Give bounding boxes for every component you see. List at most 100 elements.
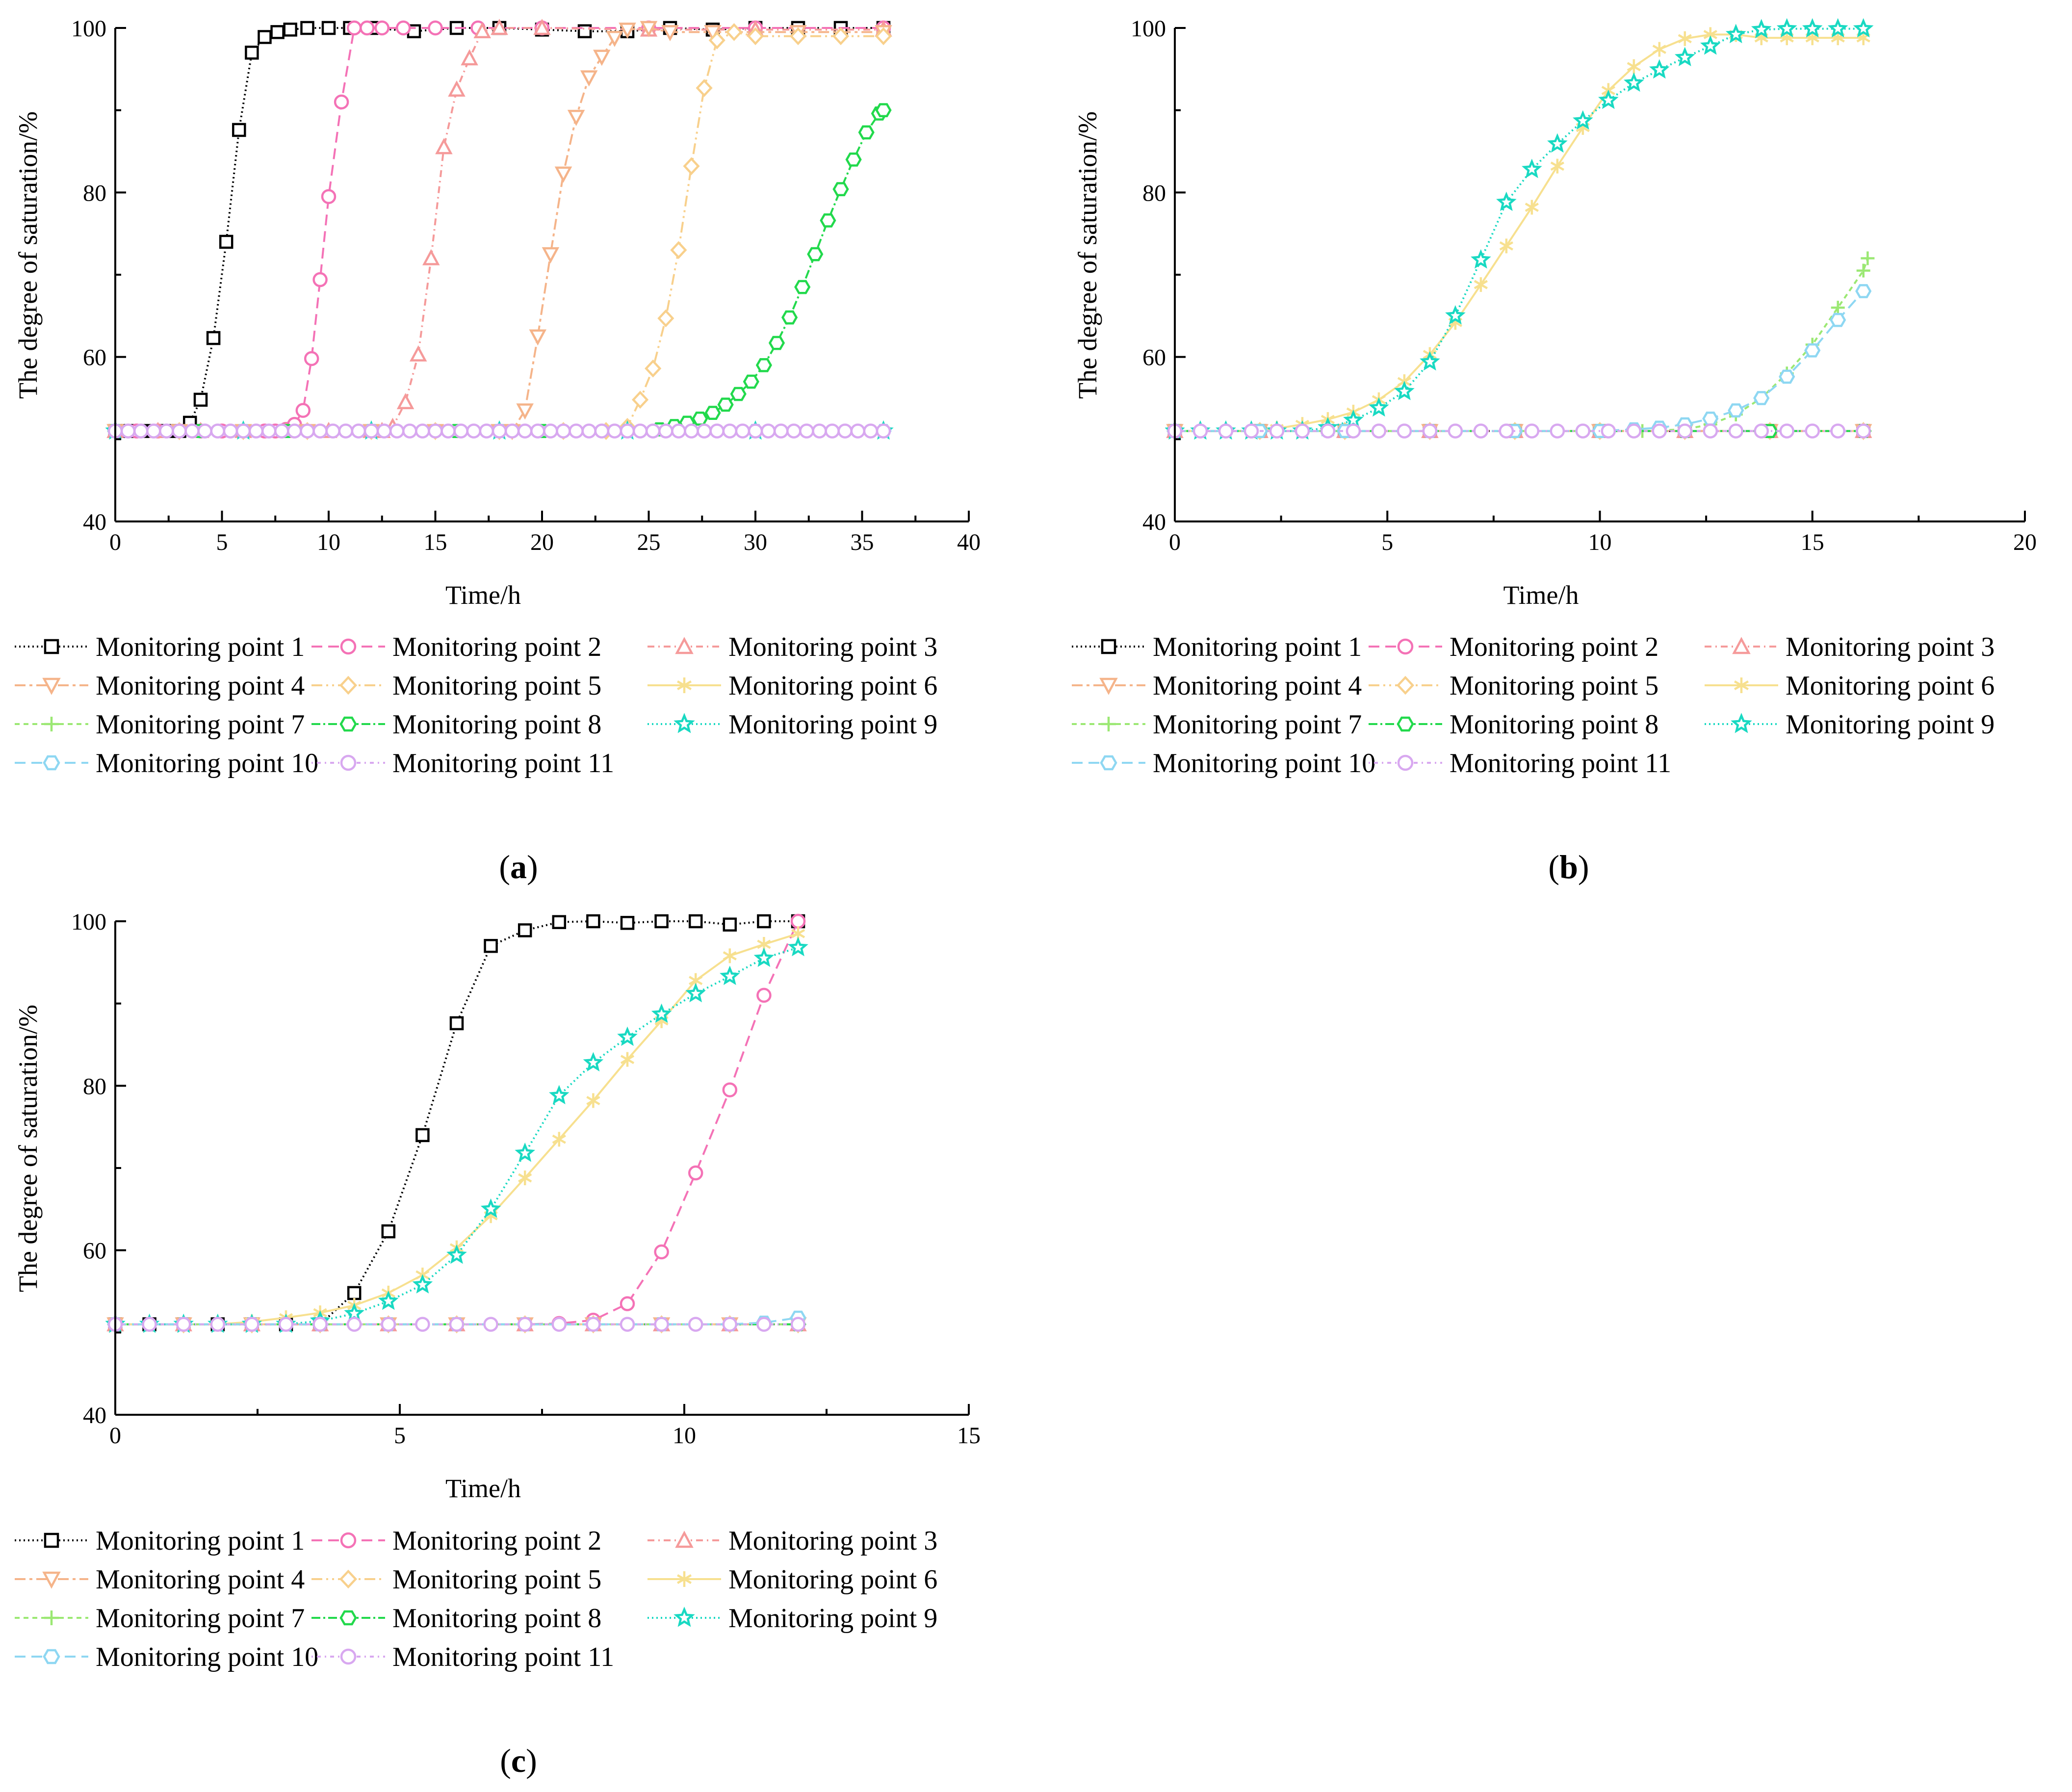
data-point-a-11-29 (466, 423, 482, 439)
legend-label-b-4: Monitoring point 4 (1153, 671, 1362, 701)
legend-swatch-marker-c-3 (675, 1531, 694, 1548)
data-point-a-11-59 (850, 423, 866, 439)
data-point-b-6-19 (1627, 59, 1641, 74)
data-point-a-11-33 (517, 423, 533, 439)
data-point-c-1-17 (654, 914, 669, 929)
x-tick-label-b: 15 (1801, 529, 1824, 555)
data-point-a-4-14 (580, 70, 598, 87)
data-point-b-9-22 (1700, 35, 1721, 55)
series-line-c-9 (115, 946, 799, 1325)
x-tick-label-a: 10 (317, 529, 340, 555)
series-line-a-3 (115, 27, 883, 432)
legend-swatch-marker-b-9 (1731, 713, 1752, 733)
x-tick-label-a: 0 (109, 529, 121, 555)
data-point-b-11-26 (1805, 423, 1820, 439)
legend-label-b-7: Monitoring point 7 (1153, 709, 1362, 740)
data-point-b-11-7 (1320, 423, 1336, 439)
legend-label-a-9: Monitoring point 9 (728, 709, 937, 740)
legend-label-b-1: Monitoring point 1 (1153, 632, 1362, 662)
data-point-a-8-17 (768, 336, 785, 350)
data-point-b-10-10 (1702, 412, 1719, 426)
data-point-a-2-21 (428, 20, 443, 36)
legend-label-b-5: Monitoring point 5 (1450, 671, 1658, 701)
data-point-a-11-17 (312, 423, 328, 439)
data-point-b-9-24 (1751, 19, 1772, 39)
y-tick-label-c: 40 (83, 1402, 106, 1428)
data-point-b-11-17 (1575, 423, 1591, 439)
y-axis-title-b: The degree of saturation/% (1073, 111, 1102, 399)
data-point-c-9-11 (446, 1244, 467, 1264)
data-point-b-10-15 (1830, 312, 1846, 327)
legend-label-c-10: Monitoring point 10 (96, 1642, 318, 1672)
legend-label-c-9: Monitoring point 9 (728, 1603, 937, 1634)
x-tick-label-a: 15 (424, 529, 447, 555)
data-point-b-11-22 (1703, 423, 1718, 439)
data-point-a-11-43 (645, 423, 661, 439)
legend-swatch-marker-a-11 (340, 754, 357, 771)
data-point-a-3-10 (396, 393, 414, 410)
data-point-a-1-15 (283, 23, 297, 37)
data-point-a-8-18 (781, 310, 798, 325)
data-point-a-4-9 (516, 403, 534, 420)
data-point-b-11-20 (1652, 423, 1667, 439)
data-point-a-2-15 (321, 189, 337, 204)
data-point-c-1-11 (449, 1016, 464, 1031)
legend-swatch-marker-a-5 (339, 675, 358, 695)
data-point-c-11-9 (381, 1317, 396, 1332)
data-point-b-9-15 (1522, 158, 1542, 179)
x-tick-label-a: 40 (957, 529, 981, 555)
data-point-a-11-53 (773, 423, 789, 439)
legend-label-b-8: Monitoring point 8 (1450, 709, 1658, 740)
data-point-c-2-14 (756, 987, 772, 1003)
data-point-c-11-3 (176, 1317, 191, 1332)
legend-swatch-marker-c-9 (673, 1607, 695, 1627)
legend-swatch-marker-c-10 (43, 1649, 60, 1664)
y-tick-label-c: 60 (83, 1238, 106, 1264)
data-point-a-4-13 (567, 109, 585, 126)
legend-swatch-marker-c-5 (339, 1569, 358, 1589)
data-point-c-1-16 (620, 916, 635, 930)
data-point-c-1-9 (381, 1224, 396, 1239)
data-point-a-11-34 (530, 423, 545, 439)
y-tick-label-b: 100 (1131, 16, 1166, 42)
legend-swatch-marker-a-7 (44, 717, 59, 731)
data-point-c-2-12 (688, 1165, 703, 1181)
legend-swatch-marker-a-1 (44, 639, 59, 654)
data-point-b-9-27 (1827, 18, 1848, 38)
legend-label-a-7: Monitoring point 7 (96, 709, 305, 740)
x-axis-title-a: Time/h (445, 580, 521, 610)
series-group-b (1165, 18, 1875, 441)
data-point-a-11-16 (300, 423, 315, 439)
data-point-a-11-21 (363, 423, 379, 439)
data-point-a-8-21 (820, 213, 836, 228)
series-group-a (105, 19, 894, 441)
data-point-b-9-23 (1725, 24, 1746, 44)
panel-label-c: (c) (500, 1742, 537, 1779)
data-point-a-11-60 (863, 423, 879, 439)
data-point-b-9-11 (1420, 351, 1440, 371)
legend-label-c-3: Monitoring point 3 (728, 1526, 937, 1556)
legend-swatch-marker-b-1 (1101, 639, 1116, 654)
legend-b: Monitoring point 1 Monitoring point 2 Moni… (1072, 632, 1994, 779)
data-point-a-8-15 (743, 374, 759, 389)
data-point-a-5-15 (683, 157, 700, 175)
data-point-a-11-26 (428, 423, 443, 439)
data-point-a-3-12 (422, 249, 440, 265)
data-point-b-11-5 (1269, 423, 1285, 439)
data-point-a-8-16 (755, 358, 772, 372)
data-point-a-11-31 (492, 423, 507, 439)
legend-label-a-3: Monitoring point 3 (728, 632, 937, 662)
data-point-b-9-13 (1471, 249, 1491, 269)
data-point-c-11-2 (142, 1317, 157, 1332)
data-point-a-11-56 (812, 423, 827, 439)
data-point-b-7-15 (1856, 263, 1870, 278)
legend-label-b-10: Monitoring point 10 (1153, 748, 1375, 779)
data-point-c-6-16 (620, 1052, 635, 1067)
data-point-b-6-15 (1525, 200, 1539, 215)
data-point-a-11-28 (453, 423, 468, 439)
data-point-a-3-18 (533, 19, 551, 35)
data-point-a-11-32 (504, 423, 520, 439)
data-point-b-9-9 (1369, 397, 1389, 417)
data-point-c-1-14 (552, 915, 567, 929)
